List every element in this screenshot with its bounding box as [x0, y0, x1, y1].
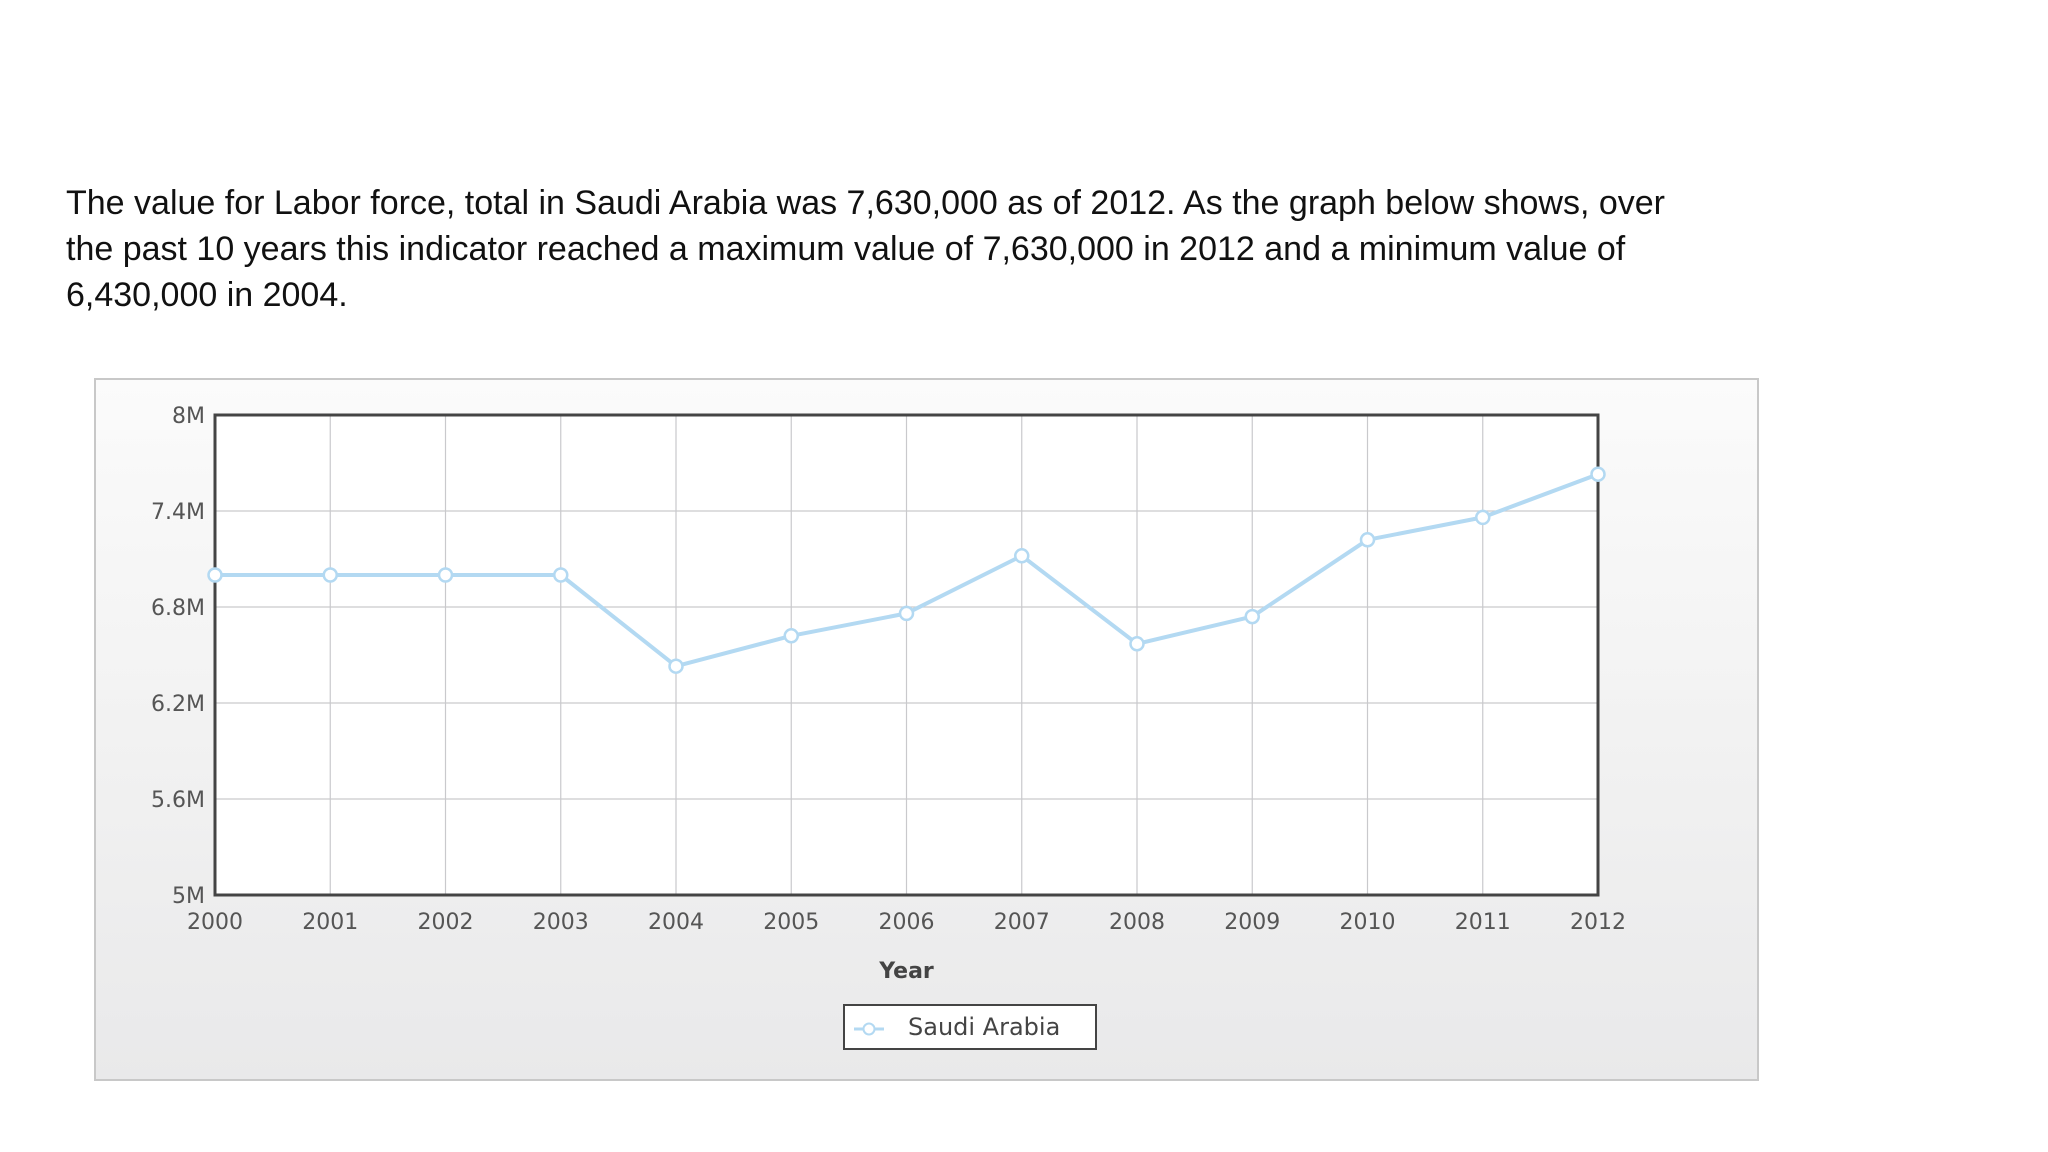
series-layer [207, 466, 1606, 674]
data-point [668, 658, 684, 674]
legend-label-saudi-arabia: Saudi Arabia [908, 1013, 1060, 1041]
x-tick-label: 2004 [648, 910, 704, 935]
y-tick-label: 6.2M [151, 692, 205, 717]
description-text: The value for Labor force, total in Saud… [66, 184, 1665, 314]
data-point [1590, 466, 1606, 482]
x-tick-label: 2010 [1340, 910, 1396, 935]
x-tick-label: 2002 [418, 910, 474, 935]
data-point [783, 628, 799, 644]
chart-panel: 5M 5.6M 6.2M 6.8M 7.4M 8M 2000 2001 2002 2003 200… [94, 378, 1759, 1081]
data-point [1014, 548, 1030, 564]
data-point [898, 605, 915, 622]
legend-marker-icon [862, 1022, 876, 1036]
x-tick-label: 2005 [763, 910, 819, 935]
x-axis-title: Year [878, 959, 934, 984]
data-point [1129, 636, 1145, 652]
plot-border [213, 413, 1600, 897]
data-point [322, 567, 338, 583]
data-point [437, 567, 454, 583]
x-tick-label: 2012 [1570, 910, 1626, 935]
y-tick-label: 7.4M [151, 500, 205, 525]
y-tick-label: 5.6M [151, 788, 205, 813]
y-tick-label: 5M [172, 884, 205, 909]
legend[interactable]: Saudi Arabia [843, 1004, 1097, 1050]
x-tick-label: 2011 [1455, 910, 1511, 935]
data-point [1244, 608, 1260, 625]
data-point [553, 567, 569, 583]
legend-box [843, 1004, 1097, 1050]
x-tick-label: 2008 [1109, 910, 1165, 935]
x-tick-label: 2001 [302, 910, 358, 935]
x-tick-label: 2003 [533, 910, 589, 935]
data-point [207, 567, 223, 583]
x-tick-label: 2000 [187, 910, 243, 935]
data-point [1475, 509, 1491, 526]
y-tick-label: 6.8M [151, 596, 205, 621]
y-axis-tick-labels: 5M 5.6M 6.2M 6.8M 7.4M 8M [151, 404, 205, 909]
x-tick-label: 2007 [994, 910, 1050, 935]
data-point [1359, 532, 1376, 548]
x-axis-tick-labels: 2000 2001 2002 2003 2004 2005 2006 2007 2008 2009… [187, 910, 1626, 935]
x-tick-label: 2006 [879, 910, 935, 935]
y-tick-label: 8M [172, 404, 205, 429]
x-tick-label: 2009 [1224, 910, 1280, 935]
